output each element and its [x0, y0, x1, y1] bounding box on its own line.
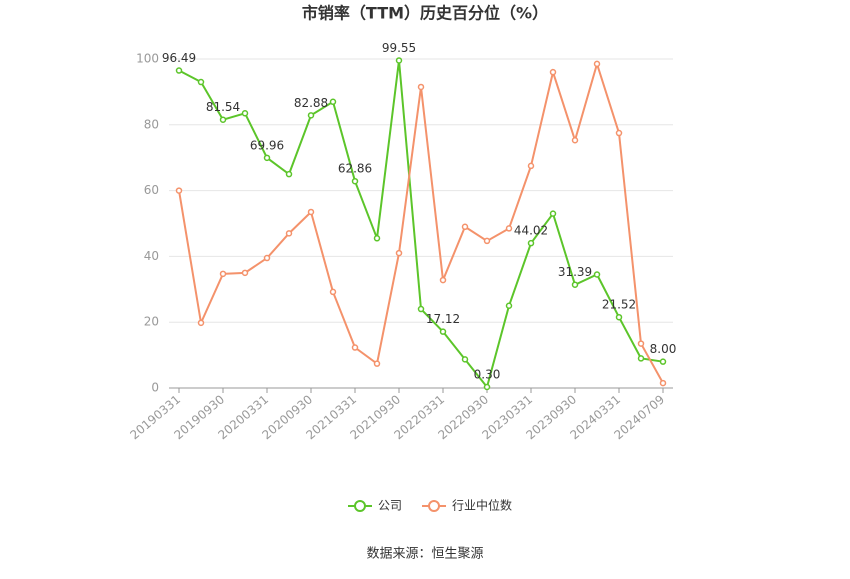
data-label: 8.00	[650, 342, 677, 356]
data-point	[527, 239, 535, 247]
data-point	[395, 57, 403, 64]
data-point	[285, 230, 293, 237]
data-point	[461, 356, 469, 363]
data-point	[593, 271, 601, 278]
data-point	[659, 358, 667, 365]
data-point	[395, 249, 403, 257]
y-tick-label: 100	[136, 52, 159, 66]
y-tick-label: 60	[144, 183, 159, 197]
data-point	[637, 340, 645, 347]
legend-marker	[354, 500, 366, 512]
data-point	[439, 276, 447, 284]
data-label: 0.30	[474, 368, 501, 382]
data-point	[219, 116, 227, 123]
data-point	[593, 60, 601, 68]
legend-marker	[428, 500, 441, 512]
legend-label: 行业中位数	[452, 498, 512, 513]
data-label: 17.12	[426, 312, 460, 326]
data-point	[197, 319, 205, 327]
data-point	[483, 383, 491, 391]
legend-label: 公司	[378, 499, 402, 513]
series-line	[178, 60, 664, 390]
data-point	[505, 302, 513, 309]
y-tick-label: 80	[144, 117, 159, 131]
data-point	[351, 177, 359, 185]
y-tick-label: 0	[151, 381, 159, 395]
data-point	[197, 78, 205, 86]
source-note: 数据来源：恒生聚源	[366, 547, 483, 562]
data-point	[417, 83, 425, 91]
data-label: 31.39	[558, 265, 592, 279]
data-point	[241, 110, 249, 117]
data-point	[461, 223, 469, 231]
data-label: 96.49	[162, 51, 196, 65]
data-point	[571, 281, 579, 288]
data-point	[505, 225, 513, 232]
data-point	[219, 270, 227, 278]
y-tick-label: 20	[144, 315, 159, 329]
data-point	[549, 210, 557, 217]
data-point	[637, 355, 645, 362]
data-point	[329, 98, 337, 106]
chart-title: 市销率（TTM）历史百分位（%）	[302, 4, 548, 23]
data-label: 99.55	[382, 41, 416, 55]
data-point	[439, 328, 447, 335]
data-point	[241, 269, 249, 277]
data-point	[351, 344, 359, 351]
data-point	[417, 305, 425, 313]
data-label: 62.86	[338, 162, 372, 176]
data-label: 21.52	[602, 298, 636, 312]
data-label: 44.02	[514, 224, 548, 238]
data-label: 69.96	[250, 138, 284, 152]
y-tick-label: 40	[144, 249, 159, 263]
data-point	[483, 237, 491, 245]
data-point	[307, 112, 315, 119]
data-label: 81.54	[206, 100, 240, 114]
data-point	[659, 379, 667, 387]
data-point	[175, 67, 183, 74]
data-point	[175, 187, 183, 194]
series-line	[178, 60, 664, 384]
data-point	[615, 313, 623, 321]
data-point	[285, 170, 293, 178]
data-point	[615, 129, 623, 137]
data-point	[263, 154, 271, 162]
data-point	[263, 254, 271, 262]
data-point	[329, 288, 337, 296]
data-point	[373, 360, 381, 367]
data-point	[571, 137, 579, 144]
data-point	[307, 208, 315, 216]
data-point	[549, 68, 557, 76]
data-point	[527, 162, 535, 170]
data-point	[373, 235, 381, 242]
data-label: 82.88	[294, 96, 328, 110]
